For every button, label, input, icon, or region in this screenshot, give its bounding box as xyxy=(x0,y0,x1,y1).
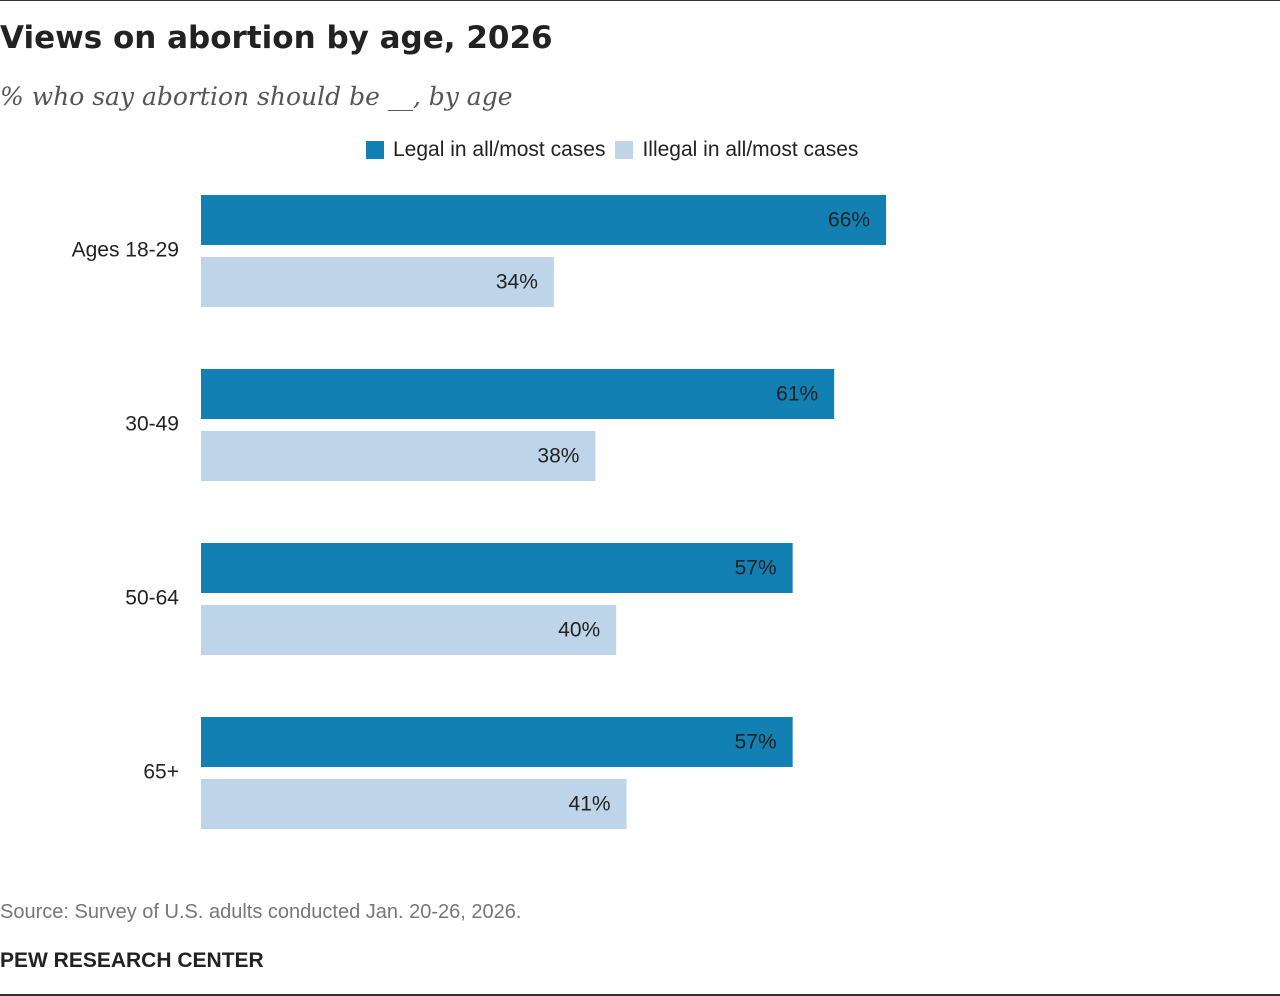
legend-item-legal: Legal in all/most cases xyxy=(366,138,605,162)
source-note: Source: Survey of U.S. adults conducted … xyxy=(0,901,522,923)
bar-legal xyxy=(201,369,835,419)
legend-label-illegal: Illegal in all/most cases xyxy=(642,138,859,161)
legend-label-legal: Legal in all/most cases xyxy=(393,138,606,161)
bar-legal xyxy=(201,195,887,245)
chart-subtitle: % who say abortion should be __, by age xyxy=(0,82,513,111)
category-label: 50-64 xyxy=(125,587,179,610)
legend: Legal in all/most cases Illegal in all/m… xyxy=(366,138,868,162)
legend-swatch-illegal xyxy=(615,141,634,159)
data-label-illegal: 40% xyxy=(558,619,600,642)
data-label-legal: 61% xyxy=(776,383,818,406)
bar-illegal xyxy=(201,605,617,655)
legend-swatch-legal xyxy=(366,141,384,159)
top-rule xyxy=(0,0,1280,1)
bar-legal xyxy=(201,717,793,767)
bar-chart: Ages 18-29 66% 34% 30-49 61% 38% 50-64 57% 40% 65… xyxy=(72,195,887,829)
data-label-illegal: 34% xyxy=(496,271,538,294)
bar-legal xyxy=(201,543,793,593)
category-label: 65+ xyxy=(143,761,179,784)
data-label-illegal: 41% xyxy=(569,793,611,816)
data-label-legal: 57% xyxy=(735,731,777,754)
category-label: 30-49 xyxy=(125,413,179,436)
bar-illegal xyxy=(201,779,627,829)
data-label-legal: 57% xyxy=(735,557,777,580)
legend-item-illegal: Illegal in all/most cases xyxy=(615,138,858,162)
data-label-legal: 66% xyxy=(828,209,870,232)
chart-title: Views on abortion by age, 2026 xyxy=(0,20,553,56)
bottom-rule xyxy=(0,994,1280,996)
bar-illegal xyxy=(201,257,554,307)
brand-name: PEW RESEARCH CENTER xyxy=(0,949,264,972)
data-label-illegal: 38% xyxy=(537,445,579,468)
bar-illegal xyxy=(201,431,596,481)
category-label: Ages 18-29 xyxy=(72,239,179,262)
